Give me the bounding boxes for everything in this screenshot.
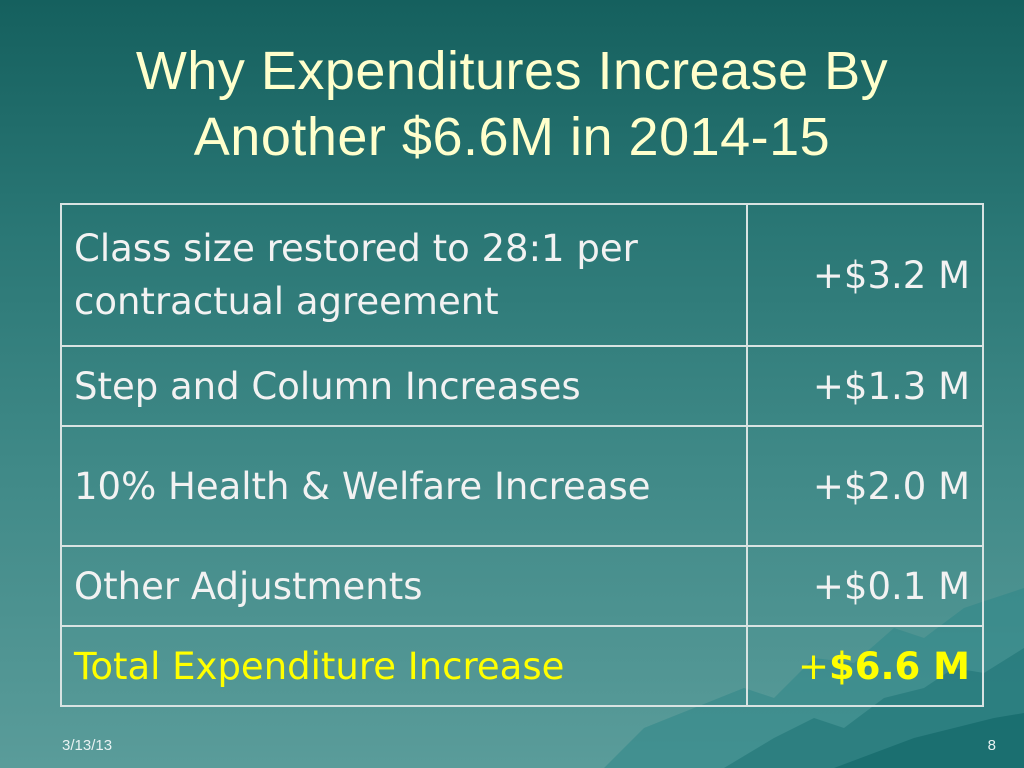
expenditure-table: Class size restored to 28:1 per contract… (60, 203, 984, 707)
row-label: Other Adjustments (60, 545, 748, 627)
total-row: Total Expenditure Increase +$6.6 M (60, 625, 984, 707)
title-line-2: Another $6.6M in 2014-15 (193, 107, 831, 167)
row-value: +$0.1 M (746, 545, 984, 627)
row-label: 10% Health & Welfare Increase (60, 425, 748, 547)
table-row: Class size restored to 28:1 per contract… (60, 203, 984, 347)
table-row: 10% Health & Welfare Increase +$2.0 M (60, 425, 984, 547)
row-label: Class size restored to 28:1 per contract… (60, 203, 748, 347)
title-line-1: Why Expenditures Increase By (135, 41, 889, 101)
row-value: +$1.3 M (746, 345, 984, 427)
table-row: Other Adjustments +$0.1 M (60, 545, 984, 627)
row-label: Step and Column Increases (60, 345, 748, 427)
footer-date: 3/13/13 (62, 737, 113, 754)
total-value-main: $6.6 M (829, 644, 970, 688)
table-row: Step and Column Increases +$1.3 M (60, 345, 984, 427)
total-value-prefix: + (797, 644, 829, 688)
total-label: Total Expenditure Increase (60, 625, 748, 707)
total-value: +$6.6 M (746, 625, 984, 707)
slide-title: Why Expenditures Increase By Another $6.… (0, 38, 1024, 170)
row-value: +$2.0 M (746, 425, 984, 547)
row-value: +$3.2 M (746, 203, 984, 347)
page-number: 8 (987, 737, 996, 754)
